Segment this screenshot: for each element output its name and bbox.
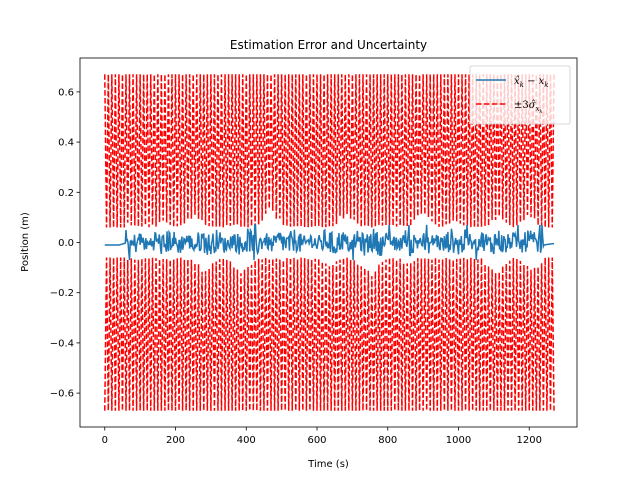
x-axis-ticks: 0 200 400 600 800 1000 1200 (102, 427, 542, 446)
error-series (104, 224, 555, 261)
y-axis-ticks: −0.6 −0.4 −0.2 0.0 0.2 0.4 0.6 (50, 87, 80, 400)
x-tick-label: 1200 (517, 435, 542, 446)
x-tick-label: 0 (102, 435, 108, 446)
y-tick-label: 0.0 (58, 238, 74, 249)
legend-label-error: x̂k − xk (514, 76, 549, 89)
x-tick-label: 1000 (446, 435, 471, 446)
legend: x̂k − xk ±3σ̂xk (469, 65, 571, 125)
x-tick-label: 600 (307, 435, 326, 446)
y-tick-label: 0.6 (58, 87, 74, 98)
y-tick-label: −0.4 (50, 338, 74, 349)
legend-label-bound: ±3σ̂xk (514, 100, 543, 115)
y-tick-label: 0.2 (58, 188, 74, 199)
chart-title: Estimation Error and Uncertainty (230, 38, 427, 52)
x-tick-label: 400 (237, 435, 256, 446)
y-tick-label: 0.4 (58, 138, 74, 149)
x-tick-label: 800 (378, 435, 397, 446)
x-axis-label: Time (s) (307, 459, 349, 470)
uncertainty-bound-series (104, 74, 555, 411)
y-tick-label: −0.6 (50, 389, 74, 400)
x-tick-label: 200 (166, 435, 185, 446)
error-line (104, 224, 555, 261)
lower-bound-line (104, 257, 555, 411)
y-axis-label: Position (m) (20, 212, 31, 272)
legend-box (469, 65, 571, 125)
y-tick-label: −0.2 (50, 288, 74, 299)
upper-bound-line (104, 74, 555, 228)
